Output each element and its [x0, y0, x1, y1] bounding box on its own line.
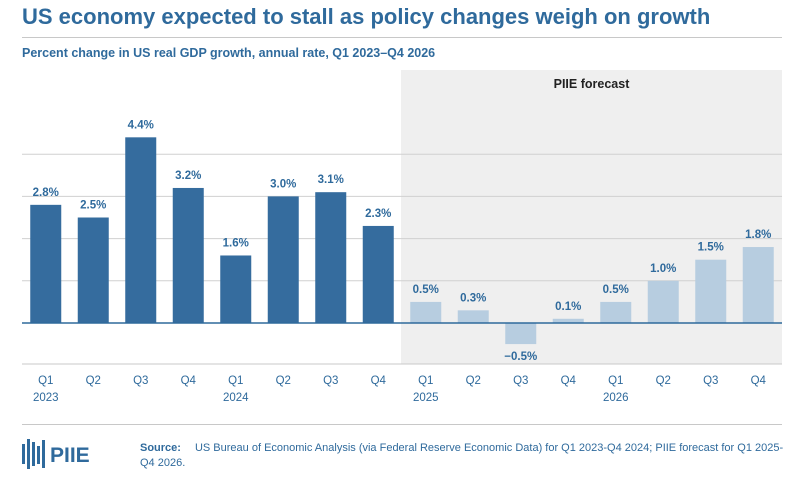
- year-tick-label: 2026: [603, 392, 629, 404]
- quarter-tick-label: Q4: [371, 375, 387, 387]
- bar-q4-2026: [742, 247, 774, 323]
- value-label: 1.6%: [223, 237, 249, 249]
- quarter-tick-label: Q3: [133, 375, 148, 387]
- value-label: 3.1%: [318, 174, 344, 186]
- source-text: US Bureau of Economic Analysis (via Fede…: [140, 442, 784, 469]
- quarter-tick-label: Q2: [276, 375, 291, 387]
- bars: [30, 137, 774, 345]
- bar-q1-2026: [600, 301, 632, 323]
- source-note: Source: US Bureau of Economic Analysis (v…: [140, 441, 790, 471]
- chart-subtitle: Percent change in US real GDP growth, an…: [22, 46, 436, 60]
- forecast-label: PIIE forecast: [554, 77, 631, 91]
- year-tick-label: 2025: [413, 392, 439, 404]
- bar-q3-2025: [505, 323, 537, 345]
- bar-q3-2026: [695, 259, 727, 323]
- value-label: 2.8%: [33, 187, 59, 199]
- value-labels: 2.8% 2.5% 4.4% 3.2% 1.6% 3.0% 3.1% 2.3% 0.5% 0.3%…: [33, 119, 772, 363]
- source-label: Source:: [140, 442, 181, 454]
- value-label: 4.4%: [128, 119, 154, 131]
- bar-q3-2023: [125, 137, 157, 323]
- quarter-tick-label: Q1: [608, 375, 623, 387]
- quarter-tick-label: Q2: [656, 375, 671, 387]
- value-label: 1.8%: [745, 229, 771, 241]
- quarter-tick-label: Q2: [86, 375, 101, 387]
- value-label: 2.3%: [365, 208, 391, 220]
- piie-logo: PIIE: [22, 439, 90, 469]
- quarter-tick-label: Q4: [751, 375, 767, 387]
- quarter-tick-label: Q1: [38, 375, 53, 387]
- bar-q4-2025: [552, 318, 584, 323]
- bar-q4-2023: [172, 187, 204, 323]
- quarter-tick-label: Q1: [418, 375, 433, 387]
- footer-divider: [22, 424, 782, 425]
- bar-q1-2025: [410, 301, 442, 323]
- value-label: 1.5%: [698, 242, 724, 254]
- quarter-tick-label: Q1: [228, 375, 243, 387]
- chart-title: US economy expected to stall as policy c…: [22, 4, 711, 29]
- value-label: 0.1%: [555, 301, 581, 313]
- value-label: 3.2%: [175, 170, 201, 182]
- quarter-tick-label: Q2: [466, 375, 481, 387]
- value-label: 2.5%: [80, 200, 106, 212]
- bar-q1-2023: [30, 204, 62, 323]
- year-tick-label: 2024: [223, 392, 249, 404]
- quarter-tick-label: Q4: [181, 375, 197, 387]
- bar-q3-2024: [315, 192, 347, 323]
- value-label: 0.5%: [413, 284, 439, 296]
- bar-q2-2023: [77, 217, 109, 323]
- value-label: 0.5%: [603, 284, 629, 296]
- logo-wordmark: PIIE: [50, 444, 90, 467]
- quarter-tick-label: Q4: [561, 375, 577, 387]
- value-label: 0.3%: [460, 292, 486, 304]
- title-divider: [22, 37, 782, 38]
- quarter-tick-label: Q3: [513, 375, 528, 387]
- piie-bars-icon: [22, 439, 45, 469]
- quarter-tick-label: Q3: [323, 375, 338, 387]
- bar-q1-2024: [220, 255, 252, 323]
- gdp-bar-chart: PIIE forecast 2.8% 2.5% 4.4% 3.2% 1.6% 3.0% 3.…: [22, 70, 782, 404]
- x-tick-labels: Q1 2023 Q2 Q3 Q4 Q1 2024 Q2 Q3 Q4 Q1 2025 Q2 Q3 Q4 Q1 20…: [33, 375, 767, 404]
- value-label: −0.5%: [504, 351, 537, 363]
- value-label: 1.0%: [650, 263, 676, 275]
- bar-q4-2024: [362, 225, 394, 323]
- quarter-tick-label: Q3: [703, 375, 718, 387]
- year-tick-label: 2023: [33, 392, 59, 404]
- value-label: 3.0%: [270, 178, 296, 190]
- bar-q2-2024: [267, 196, 299, 323]
- bar-q2-2025: [457, 310, 489, 323]
- bar-q2-2026: [647, 280, 679, 323]
